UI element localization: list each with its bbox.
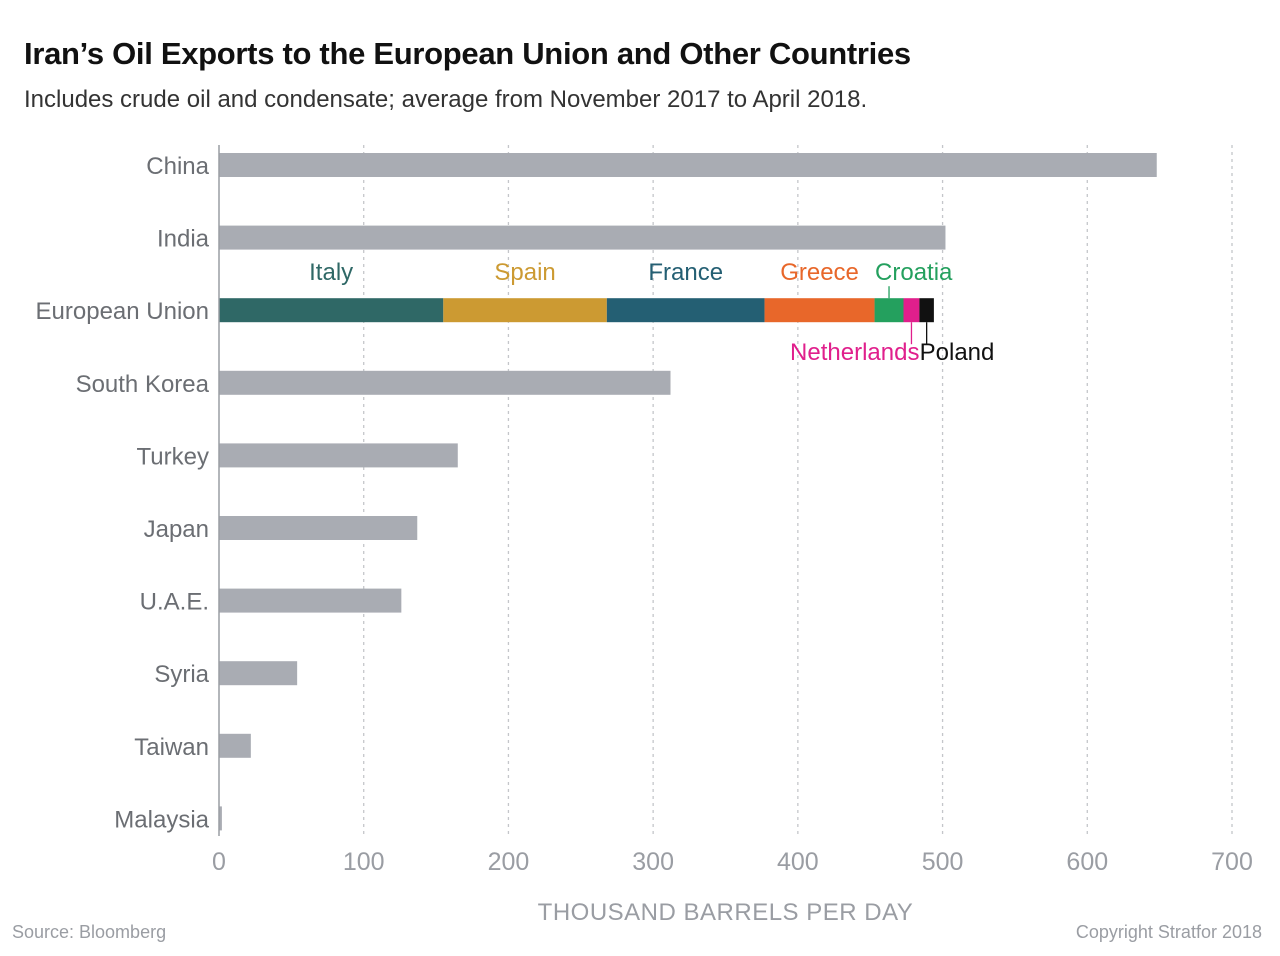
chart-subtitle: Includes crude oil and condensate; avera… bbox=[24, 86, 868, 113]
bar-japan bbox=[219, 516, 418, 540]
copyright-note: Copyright Stratfor 2018 bbox=[1075, 922, 1262, 942]
bar-south-korea bbox=[219, 370, 671, 395]
bar-syria bbox=[219, 661, 298, 686]
category-label-u-a-e: U.A.E. bbox=[140, 589, 209, 616]
category-label-india: India bbox=[157, 226, 210, 253]
x-tick-label-300: 300 bbox=[632, 848, 674, 876]
bar-china bbox=[219, 153, 1157, 177]
bar-segment-poland bbox=[919, 298, 934, 323]
category-label-south-korea: South Korea bbox=[76, 371, 210, 398]
category-label-japan: Japan bbox=[144, 516, 209, 543]
x-tick-label-0: 0 bbox=[212, 848, 226, 876]
segment-label-greece: Greece bbox=[780, 259, 859, 286]
segment-label-spain: Spain bbox=[494, 259, 555, 286]
category-label-turkey: Turkey bbox=[137, 443, 209, 470]
bar-segment-france bbox=[606, 298, 765, 323]
bar-segment-spain bbox=[443, 298, 607, 323]
x-tick-label-600: 600 bbox=[1066, 848, 1108, 876]
source-note: Source: Bloomberg bbox=[12, 922, 167, 942]
bar-india bbox=[219, 225, 946, 250]
x-tick-label-100: 100 bbox=[343, 848, 385, 876]
category-label-malaysia: Malaysia bbox=[114, 806, 209, 833]
segment-label-netherlands: Netherlands bbox=[790, 339, 919, 366]
segment-label-croatia: Croatia bbox=[875, 259, 953, 286]
category-label-taiwan: Taiwan bbox=[134, 734, 209, 761]
x-tick-label-200: 200 bbox=[488, 848, 530, 876]
chart-title: Iran’s Oil Exports to the European Union… bbox=[24, 36, 911, 71]
bar-u-a-e bbox=[219, 588, 402, 613]
bar-segment-netherlands bbox=[903, 298, 920, 323]
x-tick-label-500: 500 bbox=[922, 848, 964, 876]
x-axis-title: THOUSAND BARRELS PER DAY bbox=[538, 899, 914, 926]
x-tick-label-400: 400 bbox=[777, 848, 819, 876]
segment-label-france: France bbox=[648, 259, 723, 286]
x-tick-label-700: 700 bbox=[1211, 848, 1253, 876]
bar-turkey bbox=[219, 443, 458, 468]
bar-taiwan bbox=[219, 733, 251, 758]
bar-segment-croatia bbox=[874, 298, 904, 323]
category-label-syria: Syria bbox=[154, 661, 209, 688]
bar-segment-italy bbox=[219, 298, 444, 323]
bar-segment-greece bbox=[764, 298, 875, 323]
category-label-european-union: European Union bbox=[36, 298, 209, 325]
category-label-china: China bbox=[146, 153, 209, 180]
segment-label-poland: Poland bbox=[920, 339, 995, 366]
segment-label-italy: Italy bbox=[309, 259, 353, 286]
bar-malaysia bbox=[219, 806, 222, 831]
